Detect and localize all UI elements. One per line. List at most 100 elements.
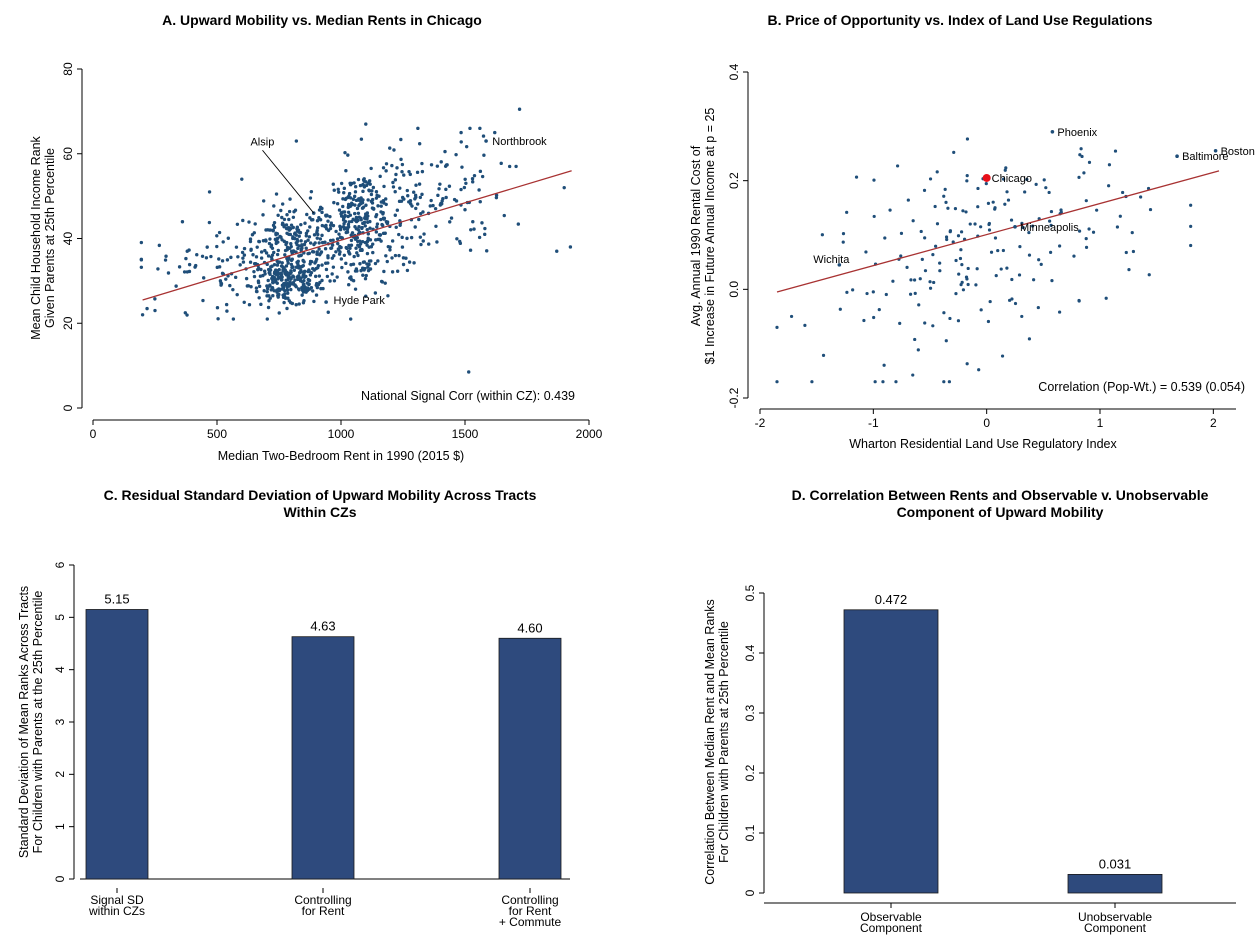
data-point: [317, 208, 322, 212]
data-point: [397, 232, 401, 237]
data-point: [266, 278, 270, 283]
data-point: [965, 362, 969, 366]
data-point: [349, 317, 353, 321]
data-point: [803, 323, 807, 327]
data-point: [1121, 190, 1125, 195]
data-point: [284, 278, 288, 282]
data-point: [273, 268, 278, 272]
data-point: [405, 236, 409, 241]
x-axis-label: Wharton Residential Land Use Regulatory …: [849, 437, 1117, 451]
data-point: [1001, 248, 1005, 253]
data-point: [332, 253, 336, 258]
data-point: [416, 202, 420, 206]
data-point: [923, 236, 927, 240]
data-point: [386, 244, 391, 249]
data-point: [516, 222, 521, 226]
y-axis-label: $1 Increase in Future Annual Income at p…: [703, 108, 717, 365]
data-point: [976, 205, 980, 209]
data-point: [320, 206, 324, 211]
data-point: [268, 283, 272, 287]
data-point: [478, 169, 483, 174]
data-point: [371, 206, 376, 211]
data-point: [363, 277, 368, 281]
data-point: [977, 368, 981, 372]
data-point: [342, 214, 347, 219]
data-point: [965, 174, 969, 178]
data-point: [330, 243, 335, 247]
data-point: [417, 217, 421, 222]
data-point: [405, 268, 410, 273]
data-point: [282, 282, 287, 286]
data-point: [435, 164, 440, 168]
x-category-label: Controlling: [501, 893, 558, 907]
data-point: [358, 262, 362, 266]
data-point: [286, 296, 290, 300]
data-point: [775, 325, 779, 330]
data-point: [342, 253, 347, 257]
data-point: [344, 261, 348, 266]
data-point: [349, 263, 353, 267]
data-point: [1095, 208, 1099, 212]
data-point: [976, 186, 980, 191]
data-point: [288, 197, 292, 201]
data-point: [1018, 244, 1022, 249]
chart-title: B. Price of Opportunity vs. Index of Lan…: [767, 12, 1152, 28]
data-point: [348, 183, 353, 187]
data-point: [1031, 224, 1035, 228]
data-point: [353, 225, 357, 229]
data-point: [267, 299, 271, 303]
data-point: [309, 189, 314, 194]
data-point: [1010, 277, 1014, 282]
y-axis-label: Mean Child Household Income Rank: [29, 135, 43, 339]
data-point: [374, 190, 379, 194]
data-point: [342, 186, 347, 191]
data-point: [854, 175, 859, 179]
x-tick-label: 500: [207, 427, 227, 441]
data-point: [307, 269, 311, 273]
data-point: [841, 232, 846, 236]
data-point: [973, 222, 977, 226]
data-point: [278, 234, 282, 239]
data-point: [180, 220, 185, 224]
data-point: [965, 137, 970, 141]
data-point: [311, 250, 316, 254]
x-tick-label: 2: [1210, 416, 1217, 430]
data-point: [384, 197, 388, 201]
data-point: [353, 185, 358, 189]
data-point: [207, 220, 212, 225]
data-point: [221, 240, 225, 244]
data-point: [922, 188, 927, 192]
data-point: [220, 259, 225, 263]
data-point: [961, 209, 965, 213]
bar: [498, 637, 562, 880]
data-point: [1004, 166, 1008, 170]
data-point: [248, 239, 253, 244]
data-point: [472, 173, 477, 178]
data-point: [285, 245, 290, 250]
data-point: [418, 195, 423, 200]
data-point: [139, 258, 144, 262]
data-point: [1037, 258, 1041, 262]
data-point: [280, 261, 284, 265]
labeled-point: [1013, 225, 1017, 229]
data-point: [249, 247, 253, 252]
data-point: [1147, 273, 1151, 277]
data-point: [499, 161, 503, 166]
data-point: [841, 240, 845, 244]
label-leader-line: [262, 149, 315, 214]
x-category-label: Observable: [860, 910, 922, 924]
data-point: [964, 275, 969, 279]
data-point: [449, 216, 454, 220]
data-point: [1104, 296, 1108, 300]
data-point: [187, 262, 192, 267]
data-point: [406, 194, 410, 198]
data-point: [923, 321, 927, 325]
data-point: [355, 236, 359, 240]
data-point: [259, 302, 263, 307]
data-point: [299, 239, 303, 243]
data-point: [928, 286, 933, 290]
data-point: [1049, 250, 1053, 254]
bar-value-label: 5.15: [104, 591, 129, 606]
data-point: [284, 226, 289, 231]
data-point: [330, 272, 334, 276]
